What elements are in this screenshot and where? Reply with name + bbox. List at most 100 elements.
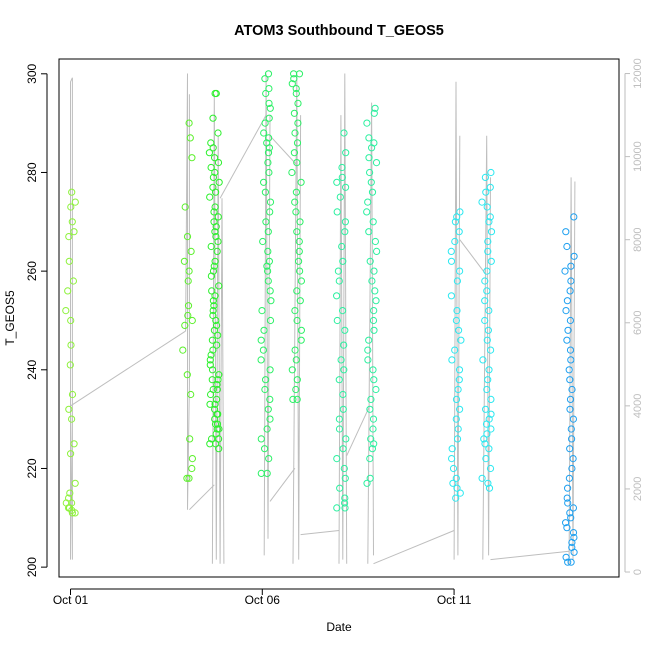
data-point: [214, 237, 222, 246]
data-point: [265, 144, 273, 152]
data-point: [564, 326, 572, 334]
data-point: [339, 390, 347, 399]
data-point: [371, 104, 379, 112]
data-point: [368, 144, 376, 152]
data-point: [71, 198, 79, 206]
data-point: [368, 188, 377, 196]
data-point: [365, 134, 373, 142]
y-tick-label: 200: [25, 557, 39, 577]
data-point: [70, 228, 78, 236]
data-point: [453, 213, 461, 221]
data-point: [260, 326, 268, 334]
x-tick-label: Oct 01: [53, 593, 89, 607]
data-point: [208, 336, 216, 344]
data-point: [180, 257, 188, 265]
data-point: [290, 109, 298, 117]
data-point: [482, 455, 490, 463]
data-point: [209, 346, 217, 354]
data-point: [264, 247, 272, 255]
data-point: [265, 85, 273, 93]
y2-tick-label: 10000: [632, 141, 644, 172]
data-point: [257, 336, 265, 344]
data-point: [293, 228, 301, 236]
data-point: [297, 178, 305, 186]
data-point: [566, 316, 575, 325]
altitude-line-2: [185, 73, 190, 510]
data-point: [262, 218, 270, 226]
data-point: [297, 277, 305, 285]
altitude-line-1: [70, 330, 186, 407]
data-point: [487, 410, 495, 418]
data-point: [297, 326, 305, 334]
data-point: [453, 435, 462, 443]
data-point: [367, 178, 375, 186]
data-point: [567, 514, 575, 522]
data-point: [368, 445, 376, 453]
data-point: [210, 326, 218, 334]
data-point: [456, 405, 464, 413]
data-point: [479, 356, 487, 364]
data-point: [186, 134, 194, 142]
data-point: [188, 154, 196, 162]
data-point: [187, 247, 195, 255]
data-point: [68, 218, 76, 226]
data-point: [293, 376, 301, 384]
data-point: [340, 464, 348, 473]
data-point: [363, 119, 371, 127]
data-point: [454, 385, 462, 394]
data-point: [563, 242, 571, 251]
data-point: [266, 415, 274, 423]
data-point: [215, 425, 223, 433]
data-point: [292, 385, 300, 394]
data-point: [370, 326, 378, 334]
data-point: [485, 366, 493, 374]
data-point: [456, 208, 464, 216]
data-point: [566, 287, 574, 295]
data-point: [370, 440, 378, 448]
data-point: [341, 474, 349, 482]
y2-tick-label: 0: [632, 569, 644, 575]
data-point: [486, 213, 494, 221]
data-point: [562, 307, 570, 315]
data-point: [364, 198, 372, 206]
data-point: [257, 469, 265, 477]
data-point: [563, 297, 572, 305]
data-point: [566, 509, 574, 517]
altitude-line-5: [219, 114, 267, 199]
data-point: [210, 262, 218, 270]
data-point: [215, 371, 223, 379]
data-point: [370, 267, 378, 275]
data-point: [70, 440, 78, 448]
data-point: [340, 341, 348, 349]
data-point: [341, 218, 349, 226]
data-point: [335, 277, 343, 285]
data-point: [213, 395, 221, 403]
data-point: [179, 346, 187, 354]
data-point: [340, 366, 348, 374]
data-point: [452, 395, 461, 403]
data-point: [266, 287, 274, 295]
data-point: [215, 282, 223, 290]
data-point: [452, 316, 460, 325]
data-point: [342, 183, 350, 191]
data-point: [333, 316, 341, 325]
data-point: [483, 385, 491, 394]
y2-axis: 0 2000 4000 6000 8000 10000 12000: [624, 58, 644, 575]
data-point: [336, 484, 344, 492]
data-point: [485, 484, 494, 492]
data-point: [292, 356, 300, 364]
data-point: [209, 385, 217, 394]
data-point: [335, 415, 343, 423]
data-point: [290, 75, 298, 83]
data-point: [566, 346, 575, 354]
data-point: [293, 139, 302, 147]
y2-tick-label: 6000: [632, 311, 644, 335]
data-point: [338, 163, 346, 172]
data-point: [215, 178, 223, 186]
data-point: [206, 356, 214, 364]
data-point: [483, 430, 491, 438]
altitude-line-4: [211, 94, 225, 564]
data-point: [447, 292, 455, 300]
data-point: [336, 193, 344, 201]
data-point: [366, 455, 374, 463]
